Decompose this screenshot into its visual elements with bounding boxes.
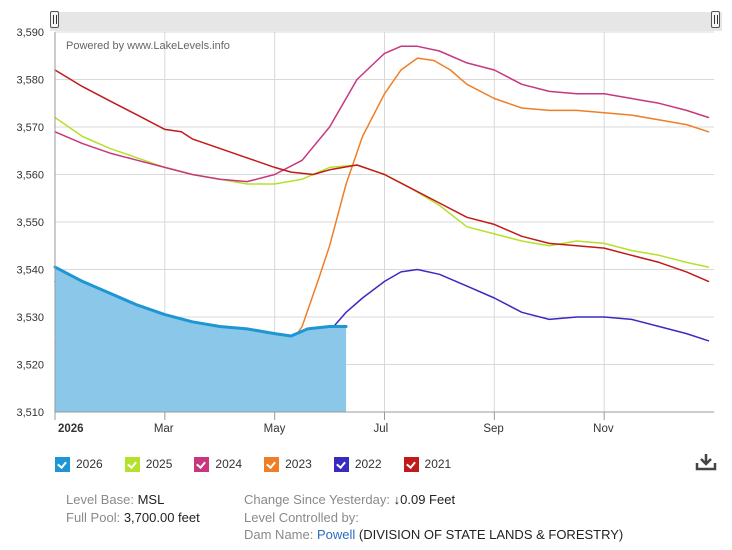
legend-label: 2025 — [145, 457, 173, 471]
legend-label: 2023 — [285, 457, 312, 471]
legend-item-2024[interactable]: 2024 — [194, 456, 243, 472]
legend-item-2025[interactable]: 2025 — [124, 456, 173, 472]
legend-label: 2021 — [424, 457, 452, 471]
x-tick-label: 2026 — [58, 423, 84, 435]
checkbox-icon[interactable] — [124, 456, 140, 472]
chart-series — [53, 45, 710, 412]
legend-item-2021[interactable]: 2021 — [403, 456, 452, 472]
lake-level-chart: 3,510 3,520 3,530 3,540 3,550 3,560 3,570 3,580… — [16, 27, 714, 435]
scroll-handle-left[interactable] — [50, 11, 59, 28]
chart-legend: 2026 2025 2024 2023 2022 2021 — [55, 454, 473, 474]
y-tick-label: 3,510 — [16, 407, 44, 419]
legend-label: 2022 — [354, 457, 382, 471]
level-base-label: Level Base: — [66, 492, 134, 507]
change-value: ↓0.09 Feet — [393, 492, 456, 507]
scroll-handle-right[interactable] — [711, 11, 720, 28]
legend-item-2022[interactable]: 2022 — [333, 456, 382, 472]
legend-item-2023[interactable]: 2023 — [264, 456, 312, 472]
x-tick-label: Nov — [593, 423, 614, 435]
legend-label: 2024 — [215, 457, 243, 471]
full-pool-label: Full Pool: — [66, 509, 121, 525]
x-tick-label: May — [264, 423, 286, 435]
y-tick-label: 3,580 — [16, 75, 44, 87]
series-2026-area — [55, 267, 347, 412]
y-tick-label: 3,550 — [16, 217, 44, 229]
chart-watermark: Powered by www.LakeLevels.info — [66, 40, 230, 52]
legend-item-2026[interactable]: 2026 — [55, 456, 103, 472]
controlled-by-label: Level Controlled by: — [244, 509, 359, 525]
dam-agency: (DIVISION OF STATE LANDS & FORESTRY) — [355, 527, 624, 542]
y-tick-label: 3,570 — [16, 122, 44, 134]
checkbox-icon[interactable] — [264, 456, 280, 472]
dam-info: Change Since Yesterday: ↓0.09 Feet Level… — [244, 491, 623, 544]
level-base-value: MSL — [137, 492, 165, 507]
x-tick-label: Mar — [154, 423, 174, 435]
series-2026-line[interactable] — [53, 265, 348, 338]
x-tick-label: Jul — [374, 423, 389, 435]
dam-name-link[interactable]: Powell — [316, 527, 356, 542]
y-tick-label: 3,530 — [16, 312, 44, 324]
dam-name-label: Dam Name: — [244, 527, 314, 542]
checkbox-icon[interactable] — [55, 456, 70, 472]
y-tick-label: 3,520 — [16, 360, 44, 372]
navigator-scrollbar[interactable] — [50, 12, 722, 31]
chart-grid — [55, 31, 714, 413]
checkbox-icon[interactable] — [403, 456, 419, 472]
checkbox-icon[interactable] — [194, 456, 210, 472]
full-pool-value: 3,700.00 feet — [123, 509, 200, 525]
x-tick-label: Sep — [483, 423, 503, 435]
download-icon[interactable] — [694, 452, 718, 472]
chart-axes: 3,510 3,520 3,530 3,540 3,550 3,560 3,570 3,580… — [16, 27, 714, 435]
legend-label: 2026 — [76, 457, 103, 471]
y-tick-label: 3,560 — [16, 170, 44, 182]
y-tick-label: 3,590 — [16, 27, 44, 39]
series-2021-line[interactable] — [54, 69, 710, 283]
checkbox-icon[interactable] — [333, 456, 349, 472]
change-label: Change Since Yesterday: — [244, 492, 390, 507]
level-info: Level Base: MSL Full Pool: 3,700.00 feet — [66, 491, 200, 526]
series-2024-line[interactable] — [54, 45, 710, 183]
y-tick-label: 3,540 — [16, 265, 44, 277]
